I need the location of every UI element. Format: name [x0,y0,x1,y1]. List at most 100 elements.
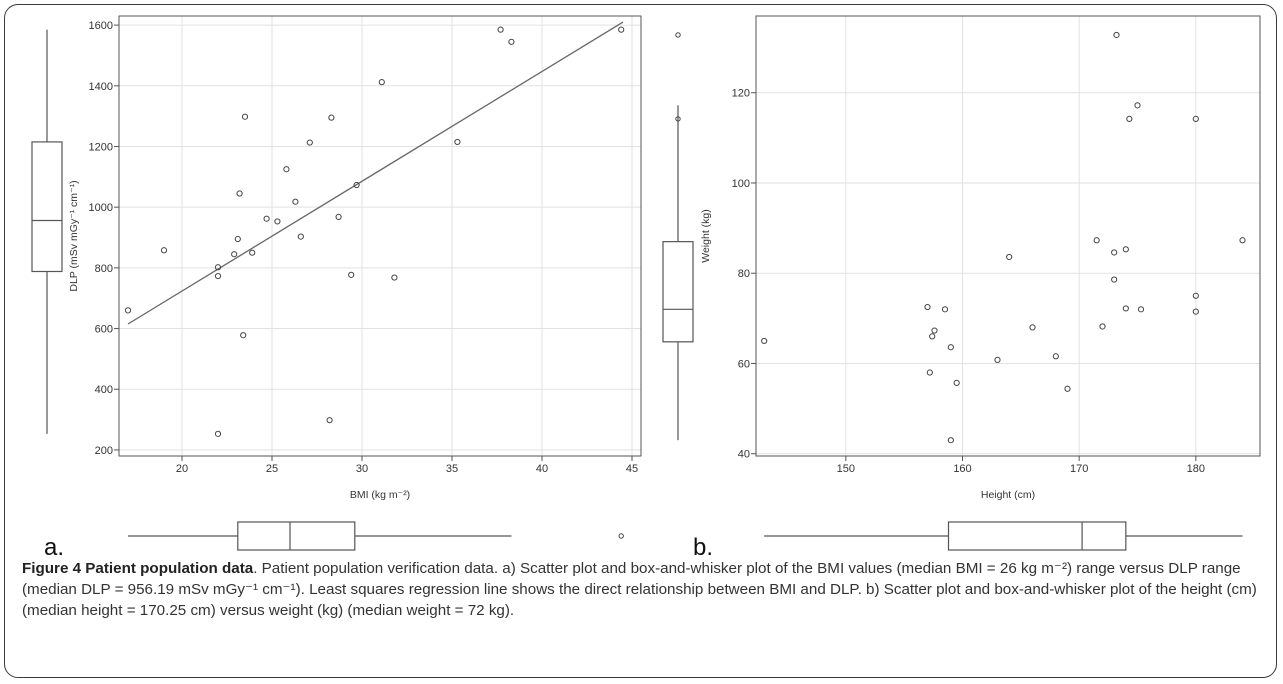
plot-area [118,15,642,457]
data-point [1064,385,1071,392]
data-point [929,333,936,340]
data-point [1192,115,1199,122]
y-tick-label: 200 [95,445,113,457]
y-axis-label: DLP (mSv mGy⁻¹ cm⁻¹) [68,180,80,291]
y-tick-label: 400 [95,384,113,396]
data-point [508,38,515,45]
data-point [1111,249,1118,256]
data-point [761,337,768,345]
y-tick-label: 1400 [89,81,113,93]
x-box [237,521,356,551]
y-tick-label: 1200 [89,141,113,153]
data-point [1113,31,1120,39]
y-tick-label: 800 [95,263,113,275]
x-tick-label: 150 [837,463,855,475]
data-point [924,303,931,311]
x-tick-label: 35 [446,463,458,475]
data-point [214,264,222,271]
data-point [931,327,938,334]
data-point [306,139,313,146]
panel-b: 150 160 170 180 40 60 80 100 120 Height (cm) Weigh… [662,15,1261,560]
data-point [1093,237,1100,244]
data-point [274,218,281,225]
x-tick-label: 25 [266,463,278,475]
regression-line [127,21,624,325]
x-tick-label: 30 [356,463,368,475]
data-point [941,306,949,313]
data-point [1134,102,1141,109]
y-tick-label: 1000 [89,202,113,214]
data-point [1029,324,1036,331]
x-box-outlier [618,533,624,539]
x-tick-label: 170 [1070,463,1088,475]
data-point [234,235,241,243]
x-box [947,521,1127,551]
data-point [1239,237,1246,244]
y-tick-label: 40 [738,449,750,461]
x-tick-label: 180 [1187,463,1205,475]
y-box-outlier [675,32,681,38]
data-point [1137,306,1145,313]
panel-a: 20 25 30 35 40 45 200 400 600 800 1000 1200 1400 1600… [31,15,642,560]
data-point [1122,246,1129,253]
y-tick-label: 120 [732,88,750,100]
data-point [1052,353,1059,360]
data-point [231,251,238,258]
data-point [214,430,222,437]
data-point [1006,253,1013,261]
data-point [926,369,933,376]
x-tick-label: 20 [176,463,188,475]
data-point [391,274,398,281]
data-point [947,437,954,444]
y-box-outlier [675,116,681,122]
panel-label: b. [693,534,713,560]
data-point [297,233,304,240]
data-point [214,272,222,280]
data-point [1122,305,1129,312]
panel-label: a. [44,534,64,560]
x-tick-label: 40 [536,463,548,475]
y-tick-label: 60 [738,358,750,370]
data-point [1126,115,1133,122]
data-point [994,356,1001,363]
figure-plots: 20 25 30 35 40 45 200 400 600 800 1000 1200 1400 1600… [31,15,1261,560]
data-point [454,138,461,146]
data-point [348,271,355,278]
data-point [353,181,360,189]
data-point [326,417,333,424]
x-tick-label: 160 [953,463,971,475]
data-point [328,114,335,121]
y-box [31,141,63,273]
data-point [283,166,290,173]
y-tick-label: 80 [738,268,750,280]
data-point [263,215,270,222]
data-point [335,213,342,220]
plot-area [755,15,1261,457]
data-point [497,26,504,33]
data-point [1192,292,1199,299]
y-tick-label: 600 [95,324,113,336]
data-point [1111,276,1118,283]
y-box [662,241,694,343]
y-tick-label: 1600 [89,20,113,32]
data-point [160,247,168,254]
data-point [1099,323,1106,330]
data-point [124,307,132,314]
x-tick-label: 45 [626,463,638,475]
caption-title: Figure 4 Patient population data [22,560,254,577]
caption-text: . Patient population verification data. … [22,560,1257,619]
data-point [618,26,625,33]
data-point [249,249,256,256]
data-point [953,379,960,386]
data-point [236,190,243,197]
data-point [292,198,299,205]
y-axis-label: Weight (kg) [700,209,712,263]
data-point [241,113,249,120]
y-tick-label: 100 [732,178,750,190]
x-axis-label: BMI (kg m⁻²) [350,489,410,501]
data-point [240,332,247,339]
data-point [378,79,385,86]
data-point [947,344,954,351]
figure-caption: Figure 4 Patient population data. Patien… [22,558,1270,621]
data-point [1192,308,1199,315]
